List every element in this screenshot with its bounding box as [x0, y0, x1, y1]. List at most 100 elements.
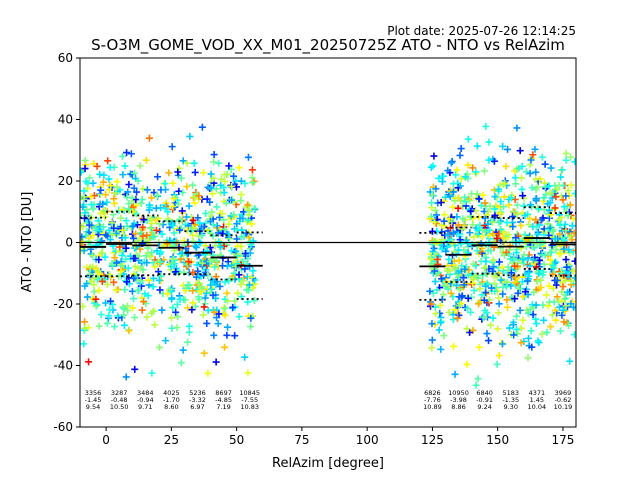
- scatter-point: [80, 340, 88, 348]
- scatter-point: [426, 287, 434, 295]
- scatter-point: [133, 188, 141, 196]
- scatter-point: [451, 370, 459, 378]
- scatter-point: [538, 251, 546, 259]
- scatter-point: [519, 255, 527, 263]
- scatter-point: [85, 358, 93, 366]
- y-tick-label: 20: [58, 174, 73, 188]
- x-tick-label: 0: [102, 433, 110, 447]
- scatter-point: [556, 327, 564, 335]
- scatter-point: [110, 199, 118, 207]
- scatter-point: [537, 276, 545, 284]
- y-tick-label: 40: [58, 113, 73, 127]
- scatter-point: [117, 214, 125, 222]
- scatter-point: [81, 318, 89, 326]
- scatter-point: [569, 267, 576, 275]
- scatter-point: [143, 259, 151, 267]
- scatter-point: [206, 198, 214, 206]
- scatter-point: [466, 229, 474, 237]
- scatter-point: [497, 276, 505, 284]
- x-tick-label: 175: [551, 433, 574, 447]
- scatter-point: [125, 327, 133, 335]
- scatter-point: [207, 281, 215, 289]
- scatter-point: [497, 226, 505, 234]
- scatter-point: [555, 216, 563, 224]
- scatter-point: [93, 162, 101, 170]
- scatter-point: [507, 282, 515, 290]
- scatter-point: [137, 264, 145, 272]
- scatter-point: [235, 271, 243, 279]
- scatter-point: [473, 190, 481, 198]
- scatter-point: [527, 327, 535, 335]
- scatter-point: [445, 215, 453, 223]
- scatter-point: [517, 244, 525, 252]
- scatter-point: [155, 276, 163, 284]
- y-axis-label: ATO - NTO [DU]: [20, 192, 35, 293]
- scatter-point: [559, 283, 567, 291]
- scatter-point: [179, 189, 187, 197]
- scatter-point: [248, 220, 256, 228]
- scatter-point: [244, 286, 252, 294]
- scatter-point: [438, 245, 446, 253]
- scatter-point: [106, 163, 114, 171]
- scatter-point: [122, 217, 130, 225]
- scatter-point: [118, 152, 126, 160]
- scatter-point: [521, 288, 529, 296]
- y-tick-label: 0: [65, 236, 73, 250]
- scatter-point: [451, 194, 459, 202]
- scatter-point: [183, 213, 191, 221]
- bin-count-label: 3484: [137, 389, 154, 397]
- x-tick-label: 100: [356, 433, 379, 447]
- scatter-point: [548, 311, 556, 319]
- scatter-point: [109, 211, 117, 219]
- scatter-point: [195, 280, 203, 288]
- scatter-point: [199, 311, 207, 319]
- scatter-point: [490, 263, 498, 271]
- scatter-point: [507, 194, 515, 202]
- scatter-point: [105, 226, 113, 234]
- scatter-point: [144, 276, 152, 284]
- scatter-point: [431, 206, 439, 214]
- scatter-point: [540, 260, 548, 268]
- scatter-point: [489, 314, 497, 322]
- scatter-point: [524, 354, 532, 362]
- scatter-point: [148, 219, 156, 227]
- scatter-point: [119, 226, 127, 234]
- scatter-point: [180, 296, 188, 304]
- scatter-point: [97, 186, 105, 194]
- scatter-point: [246, 238, 254, 246]
- scatter-point: [559, 196, 567, 204]
- scatter-point: [516, 237, 524, 245]
- scatter-point: [124, 188, 132, 196]
- scatter-point: [102, 231, 110, 239]
- scatter-point: [87, 193, 95, 201]
- scatter-point: [564, 187, 572, 195]
- scatter-point: [108, 261, 116, 269]
- scatter-point: [213, 222, 221, 230]
- scatter-point: [556, 239, 564, 247]
- scatter-point: [103, 198, 111, 206]
- scatter-point: [560, 318, 568, 326]
- scatter-point: [124, 264, 132, 272]
- scatter-point: [106, 236, 114, 244]
- scatter-point: [545, 182, 553, 190]
- scatter-point: [127, 150, 135, 158]
- scatter-point: [138, 294, 146, 302]
- scatter-point: [233, 220, 241, 228]
- scatter-point: [519, 316, 527, 324]
- scatter-point: [536, 256, 544, 264]
- scatter-point: [515, 285, 523, 293]
- scatter-point: [225, 277, 233, 285]
- scatter-point: [220, 216, 228, 224]
- scatter-point: [85, 221, 93, 229]
- scatter-point: [445, 255, 453, 263]
- scatter-point: [130, 169, 138, 177]
- scatter-point: [479, 271, 487, 279]
- scatter-point: [567, 153, 575, 161]
- scatter-point: [493, 360, 501, 368]
- scatter-point: [250, 177, 258, 185]
- scatter-point: [499, 290, 507, 298]
- scatter-point: [506, 242, 514, 250]
- scatter-point: [147, 214, 155, 222]
- scatter-point: [540, 179, 548, 187]
